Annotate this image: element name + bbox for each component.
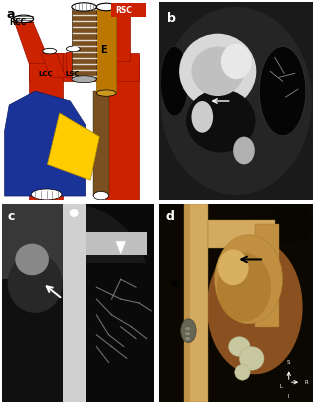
Text: I: I	[288, 394, 289, 399]
Polygon shape	[72, 7, 96, 79]
Ellipse shape	[185, 337, 191, 341]
Ellipse shape	[70, 209, 78, 217]
Ellipse shape	[96, 90, 116, 96]
Ellipse shape	[181, 319, 196, 343]
Ellipse shape	[15, 244, 49, 275]
Ellipse shape	[267, 204, 313, 244]
Polygon shape	[14, 20, 50, 63]
Polygon shape	[63, 204, 86, 402]
Ellipse shape	[260, 46, 306, 136]
Ellipse shape	[3, 206, 153, 400]
Ellipse shape	[72, 3, 96, 11]
Polygon shape	[96, 7, 116, 93]
Text: R: R	[304, 380, 308, 385]
Polygon shape	[2, 204, 63, 279]
Text: E: E	[100, 44, 107, 55]
Polygon shape	[93, 91, 108, 196]
Polygon shape	[113, 10, 130, 61]
Polygon shape	[116, 242, 125, 254]
Polygon shape	[66, 51, 81, 77]
Polygon shape	[86, 232, 147, 255]
Ellipse shape	[215, 235, 283, 324]
Text: d: d	[165, 210, 174, 223]
Ellipse shape	[14, 15, 34, 23]
Polygon shape	[29, 53, 63, 200]
Text: b: b	[167, 12, 176, 25]
Text: a: a	[6, 8, 15, 21]
Polygon shape	[5, 91, 86, 196]
Polygon shape	[48, 113, 99, 180]
Ellipse shape	[32, 189, 62, 200]
Ellipse shape	[96, 3, 116, 11]
Ellipse shape	[233, 137, 255, 164]
Ellipse shape	[72, 76, 96, 83]
Text: LSC: LSC	[66, 71, 80, 77]
Text: RSC: RSC	[115, 6, 132, 15]
Ellipse shape	[192, 46, 244, 96]
Text: L: L	[279, 384, 283, 389]
Polygon shape	[255, 224, 279, 327]
Ellipse shape	[179, 34, 256, 109]
Ellipse shape	[217, 252, 271, 322]
Ellipse shape	[185, 327, 191, 331]
Ellipse shape	[229, 337, 250, 356]
Text: RCC: RCC	[9, 18, 26, 27]
Text: c: c	[8, 210, 15, 223]
Ellipse shape	[161, 7, 312, 195]
Polygon shape	[29, 53, 139, 81]
Ellipse shape	[161, 46, 188, 116]
Polygon shape	[41, 53, 66, 77]
Ellipse shape	[186, 89, 255, 152]
Ellipse shape	[192, 101, 213, 133]
Polygon shape	[184, 204, 190, 402]
Ellipse shape	[66, 46, 80, 52]
Text: *: *	[170, 278, 179, 296]
Ellipse shape	[221, 44, 252, 79]
Polygon shape	[86, 263, 154, 402]
Ellipse shape	[207, 240, 303, 374]
Ellipse shape	[185, 332, 191, 336]
Polygon shape	[106, 57, 139, 200]
Ellipse shape	[93, 191, 108, 200]
Ellipse shape	[43, 48, 57, 54]
Ellipse shape	[239, 347, 264, 370]
Ellipse shape	[8, 254, 63, 313]
Text: S: S	[287, 360, 290, 365]
Polygon shape	[209, 220, 275, 248]
Ellipse shape	[235, 364, 250, 380]
Ellipse shape	[218, 250, 249, 285]
Text: LCC: LCC	[38, 71, 53, 77]
Polygon shape	[2, 279, 63, 402]
FancyBboxPatch shape	[111, 3, 146, 17]
Polygon shape	[159, 204, 313, 402]
Polygon shape	[184, 204, 209, 402]
